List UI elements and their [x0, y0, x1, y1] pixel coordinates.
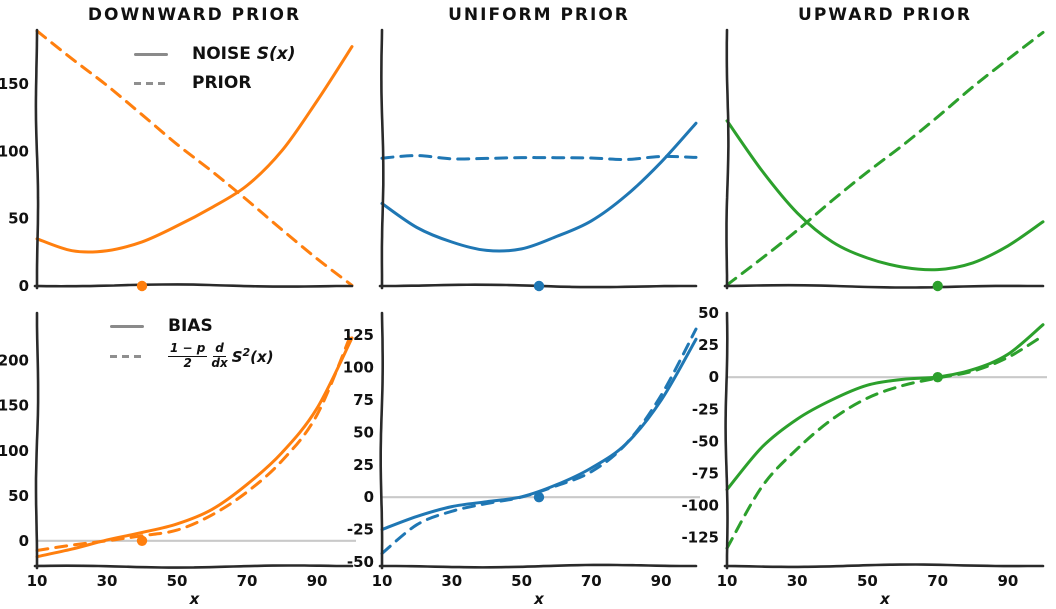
x-axis-spine [723, 563, 1045, 569]
marker-dot-upward-bias [932, 372, 943, 383]
legend-label-noise: NOISE S(x) [192, 44, 296, 64]
y-axis-spine [34, 311, 40, 570]
y-tick-label: 25 [353, 456, 374, 474]
y-axis-spine [34, 28, 40, 290]
x-axis-spine [33, 564, 354, 569]
legend-label-derivative-formula: 1 − p 2 d dx S2(x) [168, 341, 274, 371]
y-tick-label: -25 [692, 400, 719, 418]
x-axis-spine [723, 283, 1045, 289]
y-axis-spine [379, 311, 384, 570]
legend-label-prior: PRIOR [192, 73, 252, 93]
x-tick-label: 70 [237, 572, 258, 590]
y-axis-spine [725, 28, 730, 290]
y-tick-label: 75 [353, 391, 374, 409]
y-tick-label: 0 [19, 277, 29, 295]
y-tick-label: 100 [343, 359, 374, 377]
y-tick-label: 0 [364, 488, 374, 506]
x-tick-label: 50 [857, 572, 878, 590]
marker-dot-upward-noise-prior [932, 280, 943, 292]
x-axis-label: x [189, 590, 201, 608]
y-tick-label: 150 [0, 397, 29, 415]
y-tick-label: 50 [8, 487, 29, 505]
curve-solid-downward-bias [35, 336, 354, 559]
curve-solid-upward-bias [725, 323, 1045, 492]
legend-bias: BIAS 1 − p 2 d dx S2(x) [110, 316, 274, 371]
x-tick-label: 50 [167, 572, 188, 590]
y-axis-spine [380, 28, 385, 290]
s-squared-term: S2(x) [231, 346, 274, 367]
y-tick-label: -125 [681, 529, 719, 547]
legend-noise-prior: NOISE S(x) PRIOR [134, 44, 296, 93]
curve-solid-downward-noise-prior [35, 45, 354, 254]
y-tick-label: 50 [8, 210, 29, 228]
panel-title-upward-prior: UPWARD PRIOR [798, 5, 972, 25]
x-tick-label: 70 [927, 572, 948, 590]
y-tick-label: 200 [0, 352, 29, 370]
curve-solid-upward-noise-prior [725, 119, 1045, 272]
y-tick-label: 125 [343, 326, 374, 344]
y-tick-label: -50 [347, 553, 374, 571]
marker-dot-uniform-noise-prior [533, 280, 545, 292]
panel-title-downward-prior: DOWNWARD PRIOR [87, 5, 302, 25]
y-tick-label: 50 [698, 304, 719, 322]
panel-title-uniform-prior: UNIFORM PRIOR [448, 5, 630, 25]
y-tick-label: 50 [353, 423, 374, 441]
y-tick-label: -100 [681, 497, 719, 515]
curve-dashed-downward-bias [35, 330, 354, 552]
marker-dot-downward-noise-prior [136, 280, 148, 292]
curve-dashed-downward-noise-prior [35, 29, 354, 287]
x-tick-label: 30 [787, 572, 808, 590]
marker-dot-uniform-bias [533, 492, 545, 503]
y-tick-label: -50 [692, 432, 719, 450]
x-axis-label: x [879, 590, 891, 608]
legend-row-bias: BIAS [110, 316, 274, 336]
y-tick-label: 150 [0, 75, 29, 93]
solid-line-swatch [134, 52, 168, 56]
curve-dashed-upward-bias [725, 334, 1045, 550]
y-tick-label: -75 [692, 465, 719, 483]
x-axis-spine [378, 563, 698, 569]
x-tick-label: 10 [372, 572, 393, 590]
legend-label-bias: BIAS [168, 316, 213, 336]
x-tick-label: 50 [511, 572, 532, 590]
legend-row-prior: PRIOR [134, 73, 296, 93]
x-tick-label: 10 [27, 572, 48, 590]
legend-row-derivative: 1 − p 2 d dx S2(x) [110, 341, 274, 371]
y-tick-label: 100 [0, 442, 29, 460]
curve-dashed-uniform-noise-prior [380, 154, 698, 162]
solid-line-swatch [110, 324, 144, 328]
curve-dashed-upward-noise-prior [725, 30, 1045, 287]
fraction-d-over-dx: d dx [211, 341, 228, 370]
y-tick-label: 0 [709, 368, 719, 386]
curve-solid-uniform-noise-prior [380, 121, 698, 253]
y-tick-label: 100 [0, 142, 29, 160]
y-axis-spine [724, 311, 729, 570]
x-axis-label: x [533, 590, 545, 608]
x-tick-label: 70 [581, 572, 602, 590]
x-tick-label: 10 [717, 572, 738, 590]
curve-solid-uniform-bias [380, 337, 698, 531]
x-tick-label: 30 [441, 572, 462, 590]
legend-row-noise: NOISE S(x) [134, 44, 296, 64]
x-tick-label: 90 [997, 572, 1018, 590]
curve-dashed-uniform-bias [380, 327, 698, 555]
x-axis-spine [33, 283, 354, 288]
x-tick-label: 90 [651, 572, 672, 590]
y-tick-label: 0 [19, 532, 29, 550]
fraction-one-minus-p-over-2: 1 − p 2 [168, 341, 208, 370]
y-tick-label: -25 [347, 521, 374, 539]
y-tick-label: 25 [698, 336, 719, 354]
dashed-line-swatch [110, 354, 144, 358]
dashed-line-swatch [134, 81, 168, 85]
x-tick-label: 30 [97, 572, 118, 590]
x-tick-label: 90 [307, 572, 328, 590]
marker-dot-downward-bias [136, 535, 148, 546]
